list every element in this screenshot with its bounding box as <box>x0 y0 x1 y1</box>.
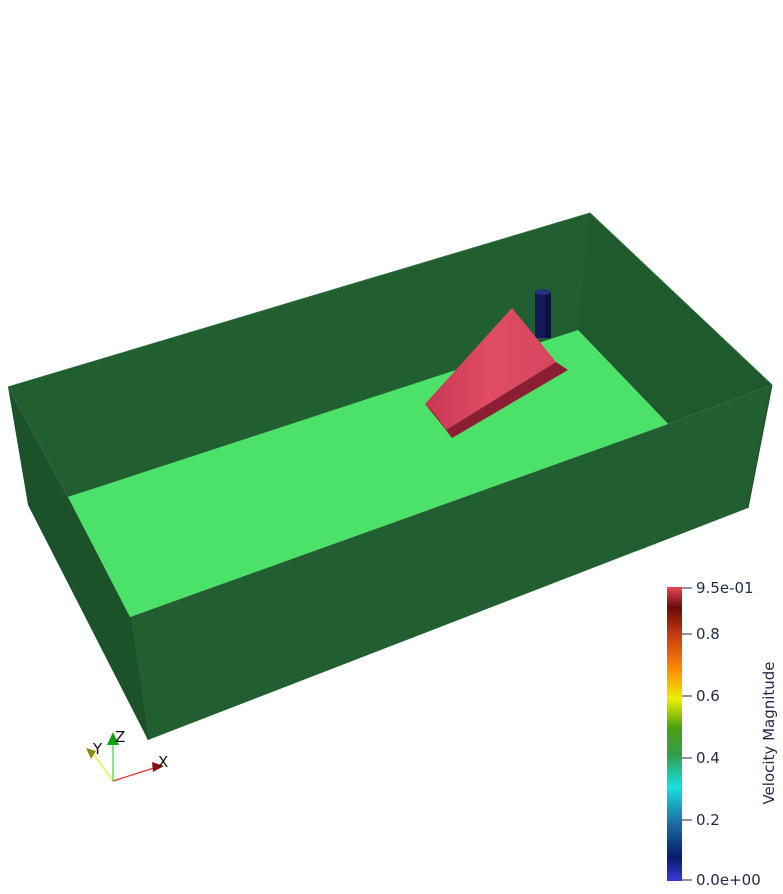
tank-edge-front-right <box>747 384 773 509</box>
axis-y-line <box>91 751 114 782</box>
colorbar-gradient <box>667 587 682 881</box>
pillar-shade <box>545 292 551 338</box>
axis-x-cone <box>152 762 164 772</box>
colorbar-title: Velocity Magnitude <box>760 661 778 804</box>
wedge-face <box>425 308 556 430</box>
axis-z-label: Z <box>115 728 125 746</box>
pillar-top <box>535 289 551 295</box>
tank-model <box>7 212 773 741</box>
colorbar-max-label: 9.5e-01 <box>696 579 754 597</box>
tank-front-face <box>130 385 772 740</box>
axis-x-label: X <box>158 753 168 771</box>
tank-right-wall <box>578 213 772 424</box>
pillar-object <box>535 289 551 338</box>
scalar-bar: 9.5e-01 0.8 0.6 0.4 0.2 0.0e+00 Velocity… <box>667 579 778 889</box>
colorbar-min-label: 0.0e+00 <box>696 871 761 889</box>
orientation-axes: X Y Z <box>86 728 168 782</box>
axis-z-cone <box>107 732 119 745</box>
colorbar-tick-label-0-4: 0.4 <box>696 749 720 767</box>
tank-back-wall <box>8 213 590 497</box>
axis-y-label: Y <box>92 740 103 758</box>
colorbar-tick-label-0-6: 0.6 <box>696 687 720 705</box>
colorbar-tick-label-0-2: 0.2 <box>696 811 720 829</box>
axis-x-line <box>112 766 158 782</box>
wedge-object <box>425 308 568 438</box>
wedge-edge <box>446 362 568 438</box>
colorbar-tick-label-0-8: 0.8 <box>696 625 720 643</box>
axis-y-cone <box>86 748 96 759</box>
tank-front-left-face <box>8 387 148 740</box>
tank-rim <box>7 212 773 388</box>
water-surface <box>68 330 668 617</box>
tank-edge-front-left <box>129 616 149 741</box>
